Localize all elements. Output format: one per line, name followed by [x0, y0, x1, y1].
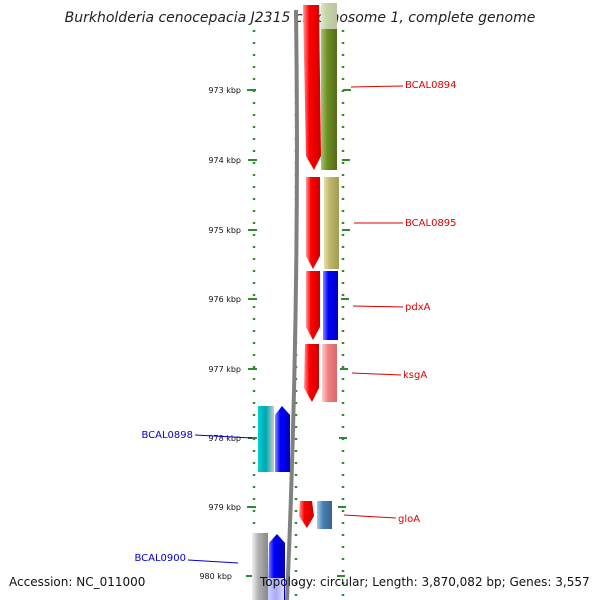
cds-arrow [306, 177, 320, 269]
axis-ticks: 973 kbp 974 kbp 975 kbp 976 kbp 977 kbp … [199, 86, 351, 581]
gene-bar-bcal0894 [321, 3, 337, 170]
tick-label: 975 kbp [208, 226, 241, 235]
chromosome-backbone [285, 9, 299, 600]
genome-summary-text: Topology: circular; Length: 3,870,082 bp… [260, 575, 590, 589]
gene-label: BCAL0898 [141, 430, 193, 441]
tick-label: 974 kbp [208, 156, 241, 165]
gene-bar-lightblue [268, 578, 284, 600]
gene-bar-bcal0895 [324, 177, 339, 269]
tick-979: 979 kbp [208, 503, 346, 512]
cds-arrow [299, 501, 314, 528]
tick-973: 973 kbp [208, 86, 351, 95]
cds-arrow [306, 271, 320, 340]
tick-976: 976 kbp [208, 295, 349, 304]
gene-arrow-blue [275, 406, 290, 472]
gene-label: ksgA [403, 370, 427, 381]
map-title: Burkholderia cenocepacia J2315 chromosom… [64, 10, 536, 26]
tick-label: 977 kbp [208, 365, 241, 374]
right-gene-track [317, 3, 339, 529]
accession-text: Accession: NC_011000 [9, 575, 146, 589]
tick-label: 976 kbp [208, 295, 241, 304]
tick-label: 973 kbp [208, 86, 241, 95]
gene-label: BCAL0900 [134, 553, 186, 564]
cds-arrow [304, 344, 319, 402]
right-gene-labels: BCAL0894 BCAL0895 pdxA ksgA gloA [343, 80, 457, 525]
gene-bar-pdxa [323, 271, 338, 340]
tick-label: 980 kbp [199, 572, 232, 581]
tick-980: 980 kbp [199, 572, 345, 581]
tick-974: 974 kbp [208, 156, 350, 165]
gene-bar-bcal0898 [258, 406, 274, 472]
gene-label: gloA [398, 514, 420, 525]
gene-label: BCAL0894 [405, 80, 457, 91]
gene-label: pdxA [405, 302, 431, 313]
gene-bar-bcal0900 [252, 533, 268, 600]
cds-arrow [303, 5, 321, 170]
left-gene-track [252, 406, 290, 600]
gene-bar-ksga [322, 344, 337, 402]
tick-975: 975 kbp [208, 226, 350, 235]
tick-978: 978 kbp [208, 434, 347, 443]
tick-label: 979 kbp [208, 503, 241, 512]
gene-bar-gloa [317, 501, 332, 529]
gene-bar-highlight [321, 3, 337, 29]
left-gene-labels: BCAL0898 BCAL0900 [134, 430, 253, 564]
gene-label: BCAL0895 [405, 218, 457, 229]
tick-label: 978 kbp [208, 434, 241, 443]
tick-977: 977 kbp [208, 365, 348, 374]
forward-cds-track [299, 5, 321, 528]
